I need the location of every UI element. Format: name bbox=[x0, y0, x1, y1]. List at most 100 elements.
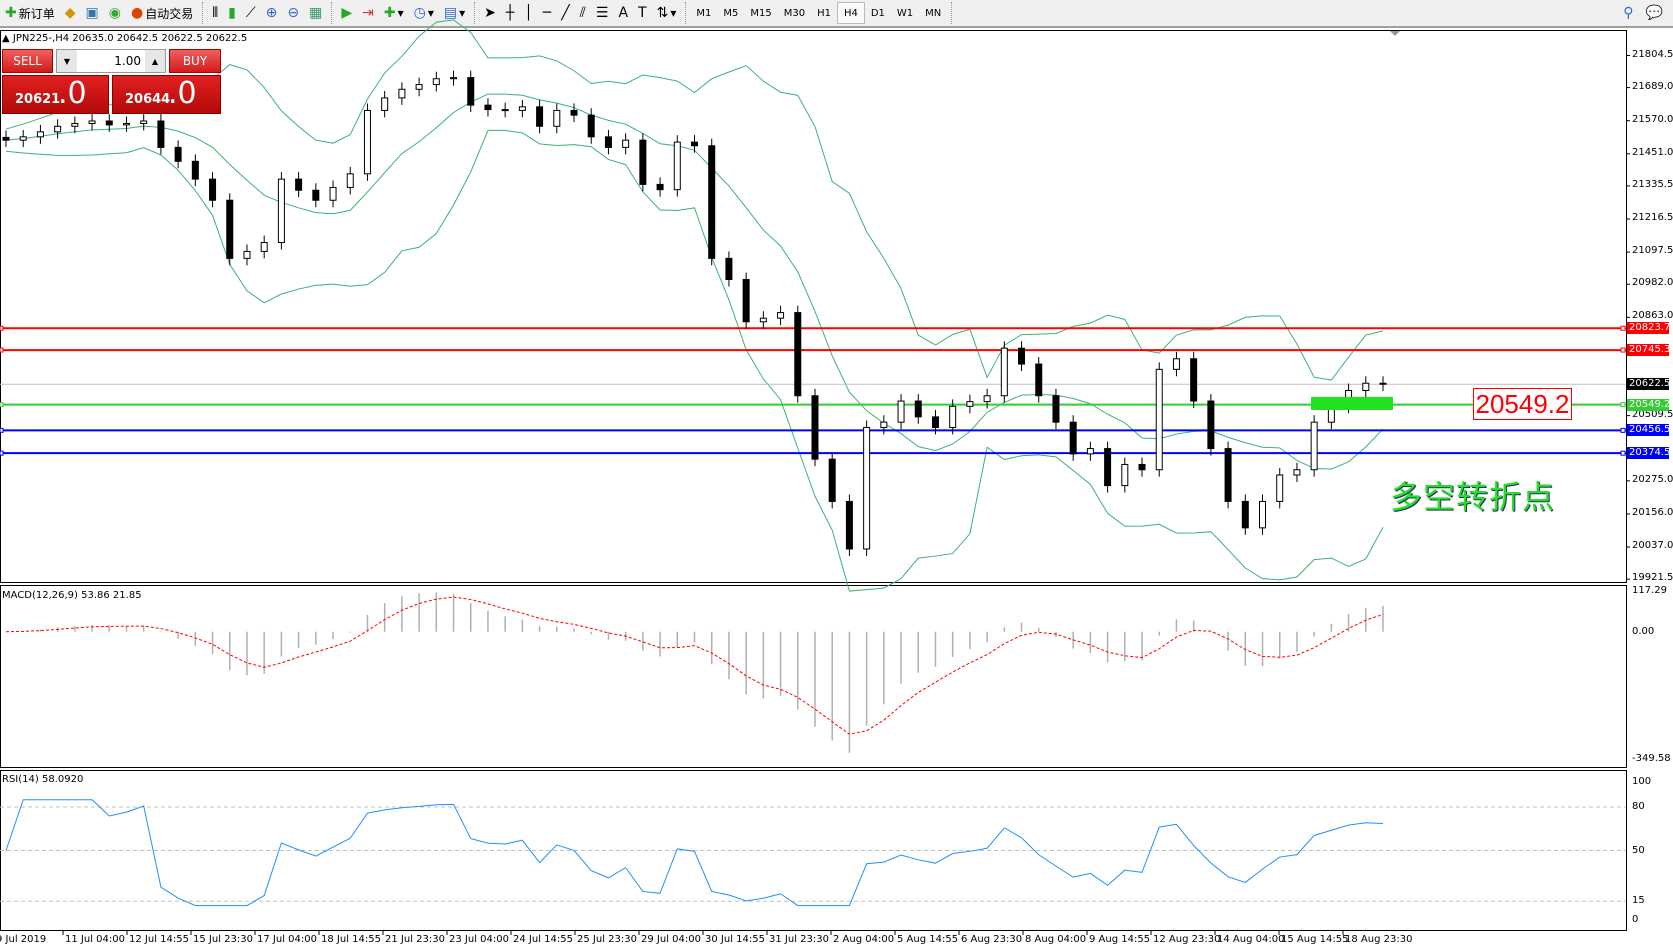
line-handle bbox=[0, 402, 4, 408]
tile-windows-button[interactable]: ▦ bbox=[304, 1, 327, 25]
candle-body bbox=[914, 400, 922, 418]
equidistant-channel-button[interactable]: ⫽ bbox=[575, 1, 591, 25]
candle-body bbox=[484, 104, 492, 111]
search-icon[interactable]: ⚲ bbox=[1623, 5, 1634, 21]
cursor-button[interactable]: ➤ bbox=[479, 1, 501, 25]
candle-body bbox=[1379, 382, 1387, 385]
line-chart-button[interactable]: ⟋ bbox=[241, 1, 261, 25]
price-axis-label: 21097.5 bbox=[1632, 245, 1673, 257]
bar-chart-button[interactable]: ⫴ bbox=[207, 1, 223, 25]
price-axis-label: 20156.0 bbox=[1632, 506, 1673, 518]
candle-body bbox=[209, 178, 217, 201]
candle-body bbox=[157, 120, 165, 148]
separator bbox=[331, 2, 333, 24]
zoom-in-button[interactable]: ⊕ bbox=[261, 1, 283, 25]
line-chart-icon: ⟋ bbox=[245, 5, 256, 21]
templates-button[interactable]: ▤ ▾ bbox=[443, 5, 466, 21]
line-handle bbox=[1620, 427, 1626, 433]
candle-body bbox=[1138, 463, 1146, 471]
indicators-button[interactable]: ✚ ▾ bbox=[383, 5, 404, 21]
autoscroll-button[interactable]: ▶ bbox=[336, 1, 357, 25]
price-axis-label: 20509.5 bbox=[1632, 408, 1673, 420]
timeframe-h1[interactable]: H1 bbox=[817, 7, 831, 19]
time-axis-label: 23 Jul 04:00 bbox=[449, 934, 509, 945]
auto-trading-button[interactable]: ● 自动交易 bbox=[130, 5, 194, 21]
text-label-button[interactable]: T bbox=[633, 1, 652, 25]
candle-body bbox=[174, 146, 182, 162]
decrease-lot-button[interactable]: ▼ bbox=[57, 50, 77, 72]
price-axis-label: 21216.5 bbox=[1632, 212, 1673, 224]
price-axis-label: 21689.0 bbox=[1632, 80, 1673, 92]
bar-chart-icon: ⫴ bbox=[212, 5, 219, 21]
pivot-zone-rectangle[interactable] bbox=[1311, 397, 1393, 410]
time-axis-label: 18 Jul 14:55 bbox=[321, 934, 381, 945]
increase-lot-button[interactable]: ▲ bbox=[145, 50, 165, 72]
candle-chart-button[interactable]: ▮ bbox=[223, 1, 241, 25]
pivot-annotation-text[interactable]: 多空转折点 bbox=[1390, 478, 1556, 516]
line-handle bbox=[1620, 402, 1626, 408]
candle-body bbox=[639, 139, 647, 185]
lot-size-value[interactable]: 1.00 bbox=[114, 54, 141, 68]
timeframe-d1[interactable]: D1 bbox=[870, 7, 885, 19]
navigator-button[interactable]: ▣ bbox=[81, 1, 104, 25]
timeframe-w1[interactable]: W1 bbox=[896, 7, 914, 19]
bollinger-lower bbox=[5, 129, 1384, 592]
vertical-line-button[interactable]: │ bbox=[519, 1, 537, 25]
timeframe-mn[interactable]: MN bbox=[925, 7, 942, 19]
price-line-tag: 20456.5 bbox=[1627, 424, 1671, 437]
gold-icon: ◆ bbox=[64, 5, 76, 21]
text-label-icon: T bbox=[638, 5, 647, 21]
price-line-tag: 20549.2 bbox=[1627, 398, 1671, 411]
candle-body bbox=[518, 106, 526, 111]
text-button[interactable]: A bbox=[613, 1, 633, 25]
rsi-axis-label: 0 bbox=[1632, 914, 1639, 925]
macd-panel-frame bbox=[0, 585, 1627, 768]
sell-button[interactable]: SELL bbox=[2, 49, 53, 73]
signals-button[interactable]: ◉ bbox=[104, 1, 126, 25]
new-order-button[interactable]: ✚ 新订单 bbox=[5, 5, 55, 21]
buy-button[interactable]: BUY bbox=[169, 49, 221, 73]
zoom-out-button[interactable]: ⊖ bbox=[282, 1, 304, 25]
crosshair-button[interactable]: ┼ bbox=[501, 1, 519, 25]
candle-body bbox=[863, 426, 871, 550]
timeframe-m5[interactable]: M5 bbox=[723, 7, 739, 19]
chat-icon[interactable]: 💬 bbox=[1645, 5, 1663, 21]
timeframe-m30[interactable]: M30 bbox=[783, 7, 806, 19]
trendline-button[interactable]: ╱ bbox=[556, 1, 574, 25]
horizontal-line-button[interactable]: ─ bbox=[538, 1, 556, 25]
sell-price[interactable]: 20621.0 bbox=[2, 75, 109, 114]
fibonacci-button[interactable]: ☰ bbox=[591, 1, 614, 25]
candle-body bbox=[931, 416, 939, 428]
candle-body bbox=[1052, 395, 1060, 423]
tile-icon: ▦ bbox=[309, 5, 323, 21]
arrows-button[interactable]: ⇅ ▾ bbox=[656, 5, 677, 21]
new-order-icon: ✚ bbox=[5, 5, 17, 21]
buy-price[interactable]: 20644.0 bbox=[112, 75, 221, 114]
candle-body bbox=[398, 88, 406, 99]
auto-trading-icon: ● bbox=[130, 5, 144, 21]
chart-shift-button[interactable]: ⇥ bbox=[357, 1, 379, 25]
separator bbox=[685, 2, 687, 24]
chart-shift-marker bbox=[1390, 31, 1400, 36]
macd-axis-label: 0.00 bbox=[1632, 625, 1655, 637]
time-axis-label: 11 Jul 04:00 bbox=[65, 934, 125, 945]
timeframe-m15[interactable]: M15 bbox=[750, 7, 772, 19]
timeframe-h4[interactable]: H4 bbox=[836, 2, 865, 24]
timeframe-m1[interactable]: M1 bbox=[696, 7, 712, 19]
price-line-tag: 20745.3 bbox=[1627, 344, 1671, 357]
candle-body bbox=[1000, 347, 1008, 397]
navigator-icon: ▣ bbox=[85, 5, 99, 21]
trendline-icon: ╱ bbox=[561, 5, 570, 21]
time-axis-label: 29 Jul 04:00 bbox=[641, 934, 701, 945]
market-watch-button[interactable]: ◆ bbox=[60, 1, 81, 25]
price-axis-label: 21335.5 bbox=[1632, 178, 1673, 190]
lot-size-stepper[interactable]: ▼ 1.00 ▲ bbox=[56, 49, 166, 73]
time-axis-label: 12 Jul 14:55 bbox=[129, 934, 189, 945]
periods-button[interactable]: ◷ ▾ bbox=[413, 5, 434, 21]
pivot-price-label[interactable]: 20549.2 bbox=[1473, 388, 1572, 420]
candle-body bbox=[587, 114, 595, 138]
price-axis-label: 19921.5 bbox=[1632, 572, 1673, 584]
candle-body bbox=[897, 400, 905, 423]
candle-body bbox=[1310, 421, 1318, 471]
